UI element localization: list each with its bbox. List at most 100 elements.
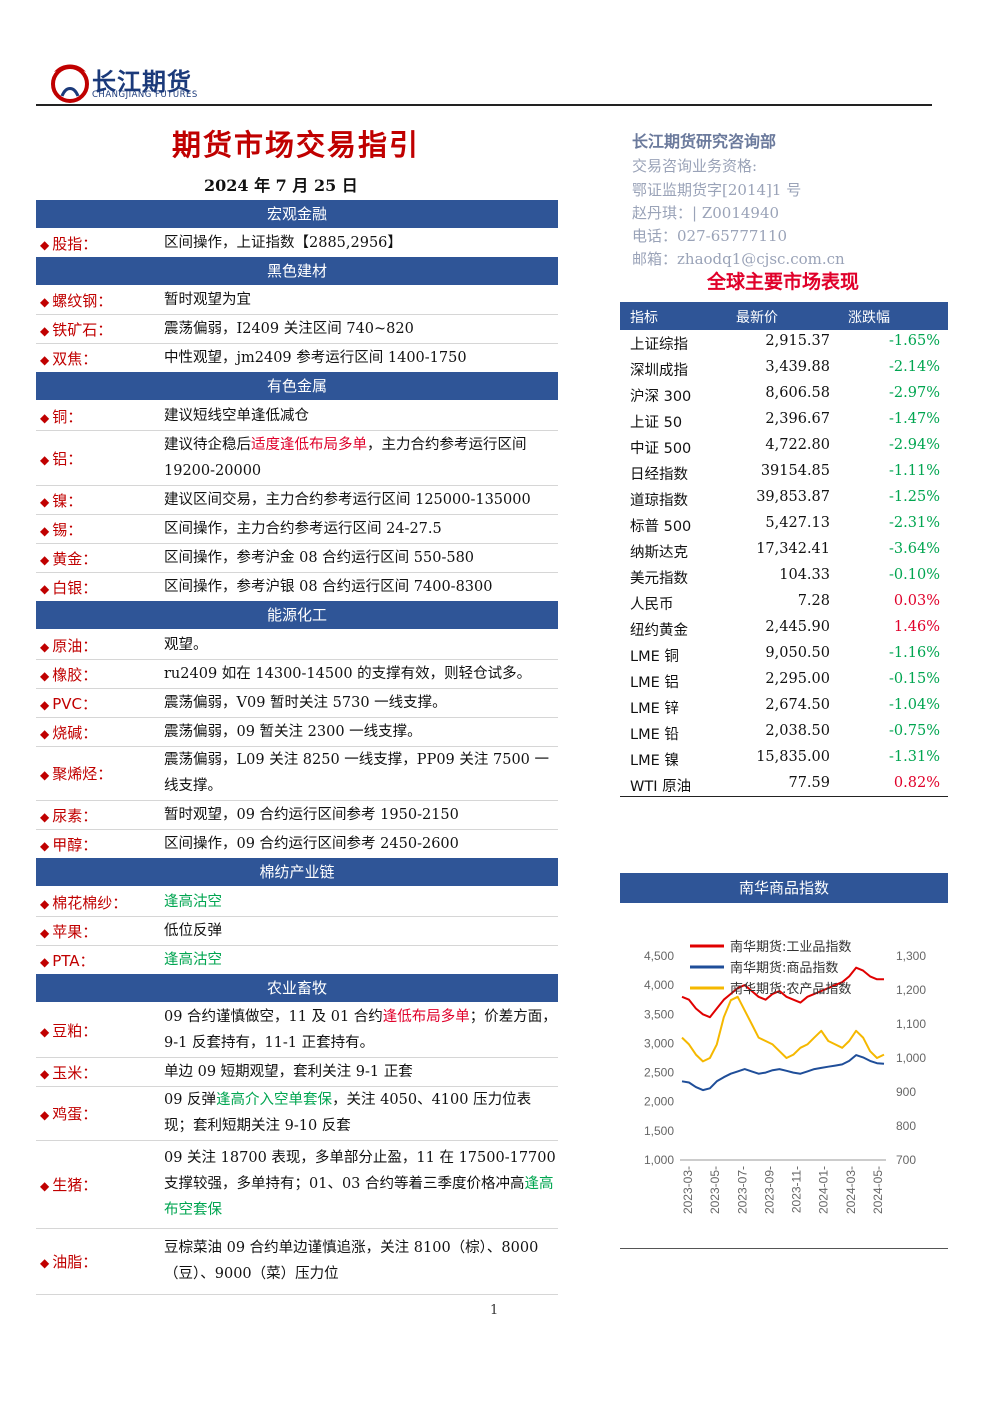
y-left-tick-label: 1,000 (644, 1153, 674, 1167)
guidance-row: ◆ 铁矿石： 震荡偏弱，I2409 关注区间 740~820 (36, 314, 558, 344)
market-row: WTI 原油 77.59 0.82% (620, 772, 948, 798)
y-left-tick-label: 4,000 (644, 978, 674, 992)
text-segment: ru2409 如在 14300-14500 的支撑有效，则轻仓试多。 (164, 665, 532, 682)
market-row: 日经指数 39154.85 -1.11% (620, 460, 948, 486)
guidance-row: ◆ 甲醇： 区间操作，09 合约运行区间参考 2450-2600 (36, 829, 558, 859)
guidance-row: ◆ 股指： 区间操作，上证指数【2885,2956】 (36, 229, 558, 258)
commodity-label: ◆ 豆粕： (40, 1020, 97, 1041)
section-header: 棉纺产业链 (36, 858, 558, 886)
commodity-name: 股指： (52, 235, 98, 253)
y-right-tick-label: 800 (896, 1119, 916, 1133)
commodity-name: 豆粕： (52, 1022, 98, 1040)
page-number: 1 (490, 1303, 499, 1318)
text-segment: ，主力合约参考运行区间 19200-20000 (164, 436, 527, 479)
text-segment: 暂时观望为宜 (164, 292, 251, 308)
market-change: -1.04% (889, 697, 940, 713)
diamond-bullet-icon: ◆ (40, 452, 50, 467)
brand-name: 长江期货 (92, 68, 192, 96)
x-tick-label: 2023-09- (762, 1166, 776, 1214)
diamond-bullet-icon: ◆ (40, 925, 50, 940)
commodity-name: 镍： (52, 491, 83, 510)
commodity-name: 铝： (52, 449, 83, 468)
market-change: -0.15% (889, 671, 940, 687)
market-name: 人民币 (630, 597, 674, 613)
commodity-label: ◆ 烧碱： (40, 722, 97, 743)
license-text: 鄂证监期货字[2014]1 号 (632, 181, 802, 199)
guidance-text: 暂时观望，09 合约运行区间参考 1950-2150 (164, 802, 558, 828)
diamond-bullet-icon: ◆ (40, 838, 50, 853)
highlight-text: 逢高沽空 (164, 951, 222, 968)
guidance-text: 区间操作，主力合约参考运行区间 24-27.5 (164, 516, 558, 542)
guidance-row: ◆ 白银： 区间操作，参考沪银 08 合约运行区间 7400-8300 (36, 572, 558, 602)
market-change: -2.31% (889, 515, 940, 531)
x-tick-label: 2024-01- (817, 1166, 831, 1214)
guidance-row: ◆ 豆粕： 09 合约谨慎做空，11 及 01 合约逢低布局多单；价差方面，9-1 … (36, 1003, 558, 1058)
header-change: 涨跌幅 (848, 310, 890, 326)
market-row: LME 铝 2,295.00 -0.15% (620, 668, 948, 694)
market-table-title: 全球主要市场表现 (706, 271, 859, 293)
x-tick-label: 2024-03- (844, 1166, 858, 1214)
market-name: WTI 原油 (630, 779, 692, 795)
commodity-name: 玉米： (52, 1063, 98, 1082)
guidance-text: 区间操作，参考沪金 08 合约运行区间 550-580 (164, 545, 558, 571)
guidance-text: 中性观望，jm2409 参考运行区间 1400-1750 (164, 345, 558, 371)
market-change: -1.11% (889, 463, 940, 479)
market-row: 道琼指数 39,853.87 -1.25% (620, 486, 948, 512)
diamond-bullet-icon: ◆ (40, 523, 50, 538)
legend-label: 南华期货:工业品指数 (730, 939, 851, 955)
diamond-bullet-icon: ◆ (40, 768, 50, 782)
commodity-name: 苹果： (52, 922, 98, 941)
market-row: LME 铜 9,050.50 -1.16% (620, 642, 948, 668)
market-name: 标普 500 (630, 519, 692, 535)
commodity-label: ◆ 油脂： (40, 1251, 97, 1272)
market-change: 1.46% (893, 619, 940, 635)
y-left-tick-label: 4,500 (644, 949, 674, 963)
market-price: 2,295.00 (765, 671, 830, 687)
section-header: 黑色建材 (36, 257, 558, 285)
commodity-name: 甲醇： (52, 835, 98, 854)
x-tick-label: 2023-07- (735, 1166, 749, 1214)
market-price: 77.59 (788, 775, 830, 791)
market-change: -1.25% (889, 489, 940, 505)
text-segment: 震荡偏弱，L09 关注 8250 一线支撑，PP09 关注 7500 一线支撑。 (164, 752, 549, 794)
y-left-tick-label: 1,500 (644, 1124, 674, 1138)
guidance-text: 建议短线空单逢低减仓 (164, 403, 558, 429)
market-row: 人民币 7.28 0.03% (620, 590, 948, 616)
market-change: -0.75% (889, 723, 940, 739)
commodity-label: ◆ 聚烯烃： (40, 763, 112, 784)
text-segment: 区间操作，上证指数【2885,2956】 (164, 235, 402, 251)
market-name: 道琼指数 (630, 493, 688, 509)
report-date: 2024 年 7 月 25 日 (204, 176, 358, 195)
guidance-row: ◆ 双焦： 中性观望，jm2409 参考运行区间 1400-1750 (36, 343, 558, 373)
commodity-label: ◆ 螺纹钢： (40, 290, 112, 311)
text-segment: 震荡偏弱，V09 暂时关注 5730 一线支撑。 (164, 694, 447, 711)
guidance-row: ◆ 苹果： 低位反弹 (36, 916, 558, 946)
chart-title: 南华商品指数 (620, 873, 948, 903)
y-left-tick-label: 3,500 (644, 1007, 674, 1021)
guidance-text: 震荡偏弱，L09 关注 8250 一线支撑，PP09 关注 7500 一线支撑。 (164, 747, 558, 799)
commodity-label: ◆ 铁矿石： (40, 319, 112, 340)
market-row: 纳斯达克 17,342.41 -3.64% (620, 538, 948, 564)
market-row: LME 锌 2,674.50 -1.04% (620, 694, 948, 720)
diamond-bullet-icon: ◆ (40, 410, 50, 425)
diamond-bullet-icon: ◆ (40, 954, 50, 969)
guidance-row: ◆ 烧碱： 震荡偏弱，09 暂关注 2300 一线支撑。 (36, 717, 558, 747)
commodity-name: 棉花棉纱： (52, 893, 128, 912)
market-name: LME 锌 (630, 701, 679, 717)
text-segment: 震荡偏弱，I2409 关注区间 740~820 (164, 320, 414, 337)
text-segment: 区间操作，主力合约参考运行区间 24-27.5 (164, 520, 442, 537)
highlight-text: 适度逢低布局多单 (251, 436, 367, 453)
diamond-bullet-icon: ◆ (40, 238, 50, 252)
text-segment: 单边 09 短期观望，套利关注 9-1 正套 (164, 1063, 413, 1080)
market-change: -1.16% (889, 645, 940, 661)
market-row: 中证 500 4,722.80 -2.94% (620, 434, 948, 460)
commodity-label: ◆ PVC： (40, 693, 97, 714)
email-text: 邮箱：zhaodq1@cjsc.com.cn (632, 250, 845, 268)
commodity-label: ◆ 股指： (40, 233, 97, 254)
commodity-name: 生猪： (52, 1176, 98, 1194)
section-header: 能源化工 (36, 601, 558, 629)
section-header: 宏观金融 (36, 200, 558, 228)
commodity-label: ◆ 镍： (40, 490, 82, 511)
text-segment: 区间操作，参考沪银 08 合约运行区间 7400-8300 (164, 578, 493, 595)
diamond-bullet-icon: ◆ (40, 323, 50, 338)
